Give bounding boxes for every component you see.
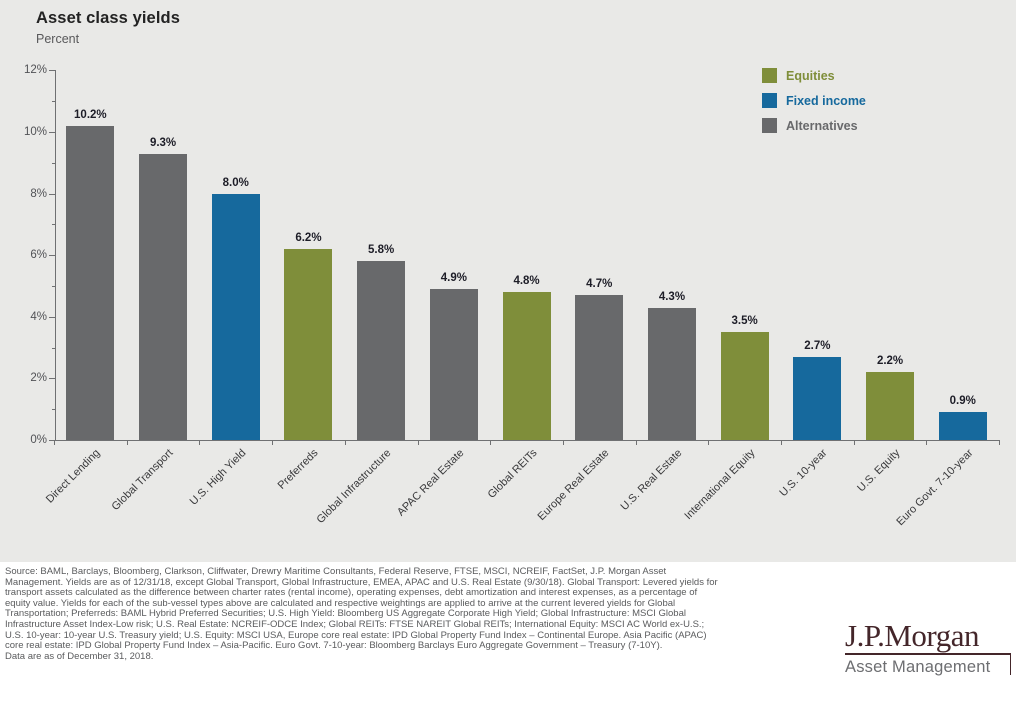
bar-value-label: 6.2% (295, 232, 322, 245)
logo-rule-tick (1009, 653, 1011, 675)
bar-value-label: 4.7% (586, 278, 613, 291)
y-axis-line (55, 70, 56, 441)
source-footnote: Source: BAML, Barclays, Bloomberg, Clark… (5, 566, 850, 662)
x-boundary-tick (344, 440, 346, 445)
bar-value-label: 4.9% (440, 272, 467, 285)
y-tick-label: 10% (23, 126, 47, 138)
bar (938, 412, 987, 440)
y-major-tick (49, 316, 55, 318)
legend: Equities Fixed income Alternatives (762, 68, 866, 143)
footnote-line: core real estate: IPD Global Property Fu… (5, 640, 663, 652)
legend-item-alternatives: Alternatives (762, 118, 866, 133)
x-boundary-tick (999, 440, 1001, 445)
footnote-line: Infrastructure Asset Index-Low risk; U.S… (5, 618, 705, 630)
y-tick-label: 6% (30, 249, 47, 262)
bar (720, 332, 769, 440)
x-boundary-tick (708, 440, 710, 445)
x-boundary-tick (853, 440, 855, 445)
y-tick-label: 0% (30, 434, 47, 446)
logo-rule (845, 653, 1011, 675)
bar-value-label: 2.2% (876, 355, 904, 368)
legend-label: Fixed income (786, 93, 866, 108)
x-boundary-tick (126, 440, 128, 445)
bar-value-label: 4.3% (658, 290, 686, 303)
y-minor-tick (52, 162, 55, 164)
jpmorgan-logo: J.P.Morgan Asset Management (845, 620, 1011, 677)
y-tick-label: 2% (30, 372, 47, 385)
x-boundary-tick (781, 440, 782, 445)
y-major-tick (49, 193, 55, 195)
bar (429, 289, 478, 440)
x-boundary-tick (417, 440, 419, 445)
y-major-tick (49, 378, 55, 380)
bar-value-label: 5.8% (368, 244, 395, 257)
footnote-line: Source: BAML, Barclays, Bloomberg, Clark… (5, 566, 667, 577)
bar (866, 372, 915, 440)
y-minor-tick (52, 101, 55, 103)
bar (66, 125, 115, 440)
bar-value-label: 3.5% (731, 315, 758, 328)
y-tick-label: 4% (30, 310, 47, 323)
bar (357, 261, 406, 440)
bar (284, 249, 333, 440)
bar (211, 193, 260, 440)
footnote-line: Data are as of December 31, 2018. (5, 650, 154, 662)
footnote-line: Transportation; Preferreds: BAML Hybrid … (5, 608, 686, 620)
footnote-line: transport assets calculated as the diffe… (5, 587, 698, 599)
footnote-line: equity value. Yields for each of the sub… (5, 597, 676, 609)
y-minor-tick (52, 286, 55, 287)
bar-value-label: 9.3% (149, 136, 177, 149)
y-major-tick (49, 70, 55, 72)
y-major-tick (49, 440, 55, 441)
logo-division: Asset Management (845, 658, 991, 676)
x-boundary-tick (272, 440, 274, 445)
y-minor-tick (52, 409, 55, 411)
bar-value-label: 0.9% (949, 395, 976, 408)
y-tick-label: 12% (23, 64, 47, 77)
legend-item-equities: Equities (762, 68, 866, 83)
chart-title: Asset class yields (36, 9, 180, 27)
logo-name: J.P.Morgan (845, 618, 979, 653)
y-major-tick (49, 132, 55, 133)
chart-panel: Asset class yields Percent Equities Fixe… (0, 0, 1016, 562)
bar (575, 295, 624, 440)
equities-swatch-icon (762, 68, 777, 83)
x-axis-line (55, 440, 999, 441)
bar (793, 356, 842, 440)
bar (139, 153, 188, 440)
y-minor-tick (52, 224, 55, 226)
bar-value-label: 8.0% (222, 176, 249, 189)
legend-label: Alternatives (786, 118, 858, 133)
chart-subtitle: Percent (36, 32, 80, 46)
x-boundary-tick (199, 440, 201, 445)
x-boundary-tick (926, 440, 928, 445)
footnote-line: U.S. 10-year: 10-year U.S. Treasury yiel… (5, 629, 707, 641)
bar (647, 307, 696, 440)
x-boundary-tick (490, 440, 492, 445)
y-minor-tick (52, 347, 55, 349)
y-tick-label: 8% (30, 187, 47, 200)
bar-value-label: 10.2% (74, 108, 107, 121)
bar-value-label: 4.8% (513, 275, 540, 288)
x-boundary-tick (562, 440, 564, 445)
x-boundary-tick (635, 440, 637, 445)
alternatives-swatch-icon (762, 118, 777, 133)
y-major-tick (49, 255, 55, 257)
fixed-income-swatch-icon (762, 93, 777, 108)
legend-label: Equities (786, 68, 835, 83)
bar-value-label: 2.7% (804, 339, 831, 352)
footnote-line: Management. Yields are as of 12/31/18, e… (5, 576, 718, 588)
x-boundary-tick (54, 440, 55, 445)
legend-item-fixed-income: Fixed income (762, 93, 866, 108)
bar (502, 292, 551, 440)
